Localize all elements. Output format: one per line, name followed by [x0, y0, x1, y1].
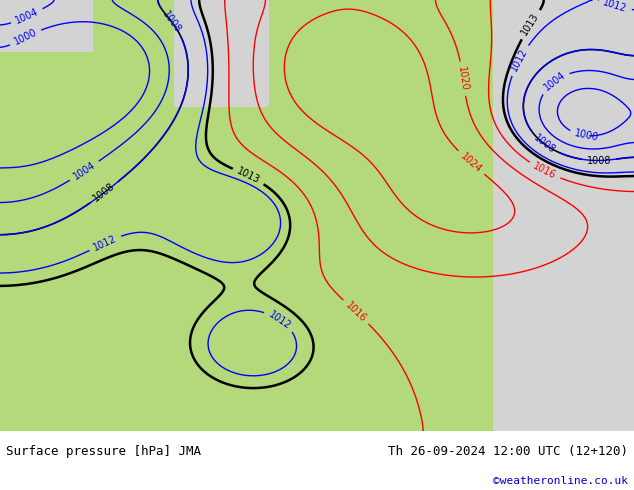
- Text: 1008: 1008: [160, 9, 183, 34]
- Text: 1012: 1012: [92, 233, 119, 253]
- Text: 1012: 1012: [602, 0, 628, 14]
- Text: ©weatheronline.co.uk: ©weatheronline.co.uk: [493, 476, 628, 486]
- Text: 1000: 1000: [12, 27, 39, 47]
- Text: 1008: 1008: [91, 181, 117, 204]
- Text: 1012: 1012: [267, 309, 293, 331]
- Text: 1008: 1008: [586, 155, 611, 166]
- Text: 1024: 1024: [458, 151, 484, 174]
- Text: 1020: 1020: [456, 66, 470, 92]
- Text: 1004: 1004: [72, 160, 98, 182]
- Text: 1013: 1013: [520, 11, 541, 37]
- Text: 1004: 1004: [541, 70, 567, 93]
- Text: 1012: 1012: [509, 47, 529, 74]
- FancyBboxPatch shape: [178, 0, 292, 77]
- Text: 1000: 1000: [574, 128, 600, 143]
- Text: 1016: 1016: [344, 300, 368, 324]
- Text: Surface pressure [hPa] JMA: Surface pressure [hPa] JMA: [6, 445, 202, 458]
- Text: 1008: 1008: [531, 132, 557, 155]
- FancyBboxPatch shape: [456, 0, 634, 431]
- Text: 1013: 1013: [235, 166, 262, 186]
- Text: 1016: 1016: [531, 161, 558, 181]
- Text: 1004: 1004: [14, 7, 40, 26]
- Text: Th 26-09-2024 12:00 UTC (12+120): Th 26-09-2024 12:00 UTC (12+120): [387, 445, 628, 458]
